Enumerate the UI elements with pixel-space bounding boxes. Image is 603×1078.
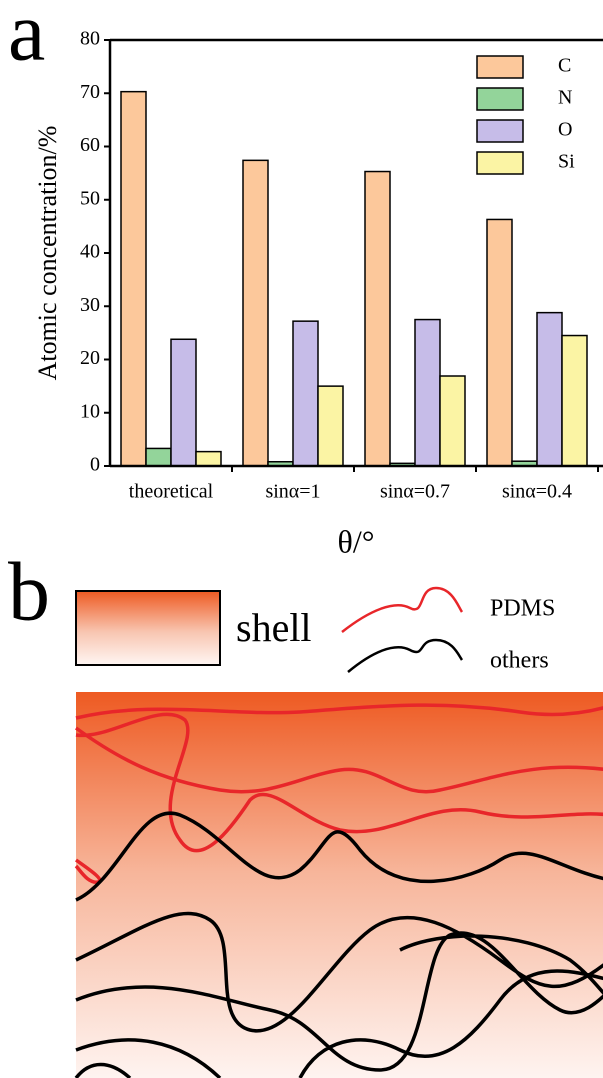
plot: 0 10 20 30 40 50 60 70 80 theoretical sinα=1 sinα=0…	[80, 28, 603, 503]
y-tick-label: 70	[80, 81, 100, 103]
pdms-chains	[74, 703, 603, 884]
legend-swatch	[476, 151, 524, 175]
bar	[486, 218, 513, 467]
diagram: shell PDMS others	[74, 586, 603, 1078]
chains	[74, 703, 603, 1078]
bar	[170, 338, 197, 467]
y-tick-label: 60	[80, 134, 100, 156]
legend-label: N	[558, 87, 572, 109]
legend-label: O	[558, 119, 572, 141]
bar	[242, 159, 269, 467]
y-axis-label: Atomic concentration/%	[33, 126, 62, 381]
x-axis-label: θ/°	[337, 523, 374, 559]
legend-swatch	[476, 119, 524, 143]
y-tick-label: 0	[90, 454, 100, 476]
x-tick-label: sinα=0.7	[380, 481, 450, 503]
x-tick-label: theoretical	[129, 481, 214, 503]
panel-label: b	[8, 545, 50, 638]
bar	[195, 450, 222, 467]
y-tick-label: 20	[80, 347, 100, 369]
pdms-legend-line	[341, 586, 464, 633]
y-tick-label: 10	[80, 400, 100, 422]
bar	[120, 90, 147, 467]
y-tick-label: 40	[80, 241, 100, 263]
x-tick-label: sinα=0.4	[502, 481, 572, 503]
shell-swatch	[75, 590, 221, 666]
bar	[561, 334, 588, 467]
bar	[292, 320, 319, 467]
bar	[536, 311, 563, 467]
legend-label: PDMS	[490, 596, 555, 622]
shell-label: shell	[236, 605, 312, 650]
legend-swatch	[476, 87, 524, 111]
bar	[414, 318, 441, 467]
legend-swatch	[476, 55, 524, 79]
y-tick-label: 80	[80, 28, 100, 50]
bar	[364, 170, 391, 467]
legend-label: C	[558, 55, 571, 77]
panel-label: a	[8, 0, 45, 78]
y-tick-label: 30	[80, 294, 100, 316]
others-legend-line	[347, 638, 464, 673]
y-tick-label: 50	[80, 187, 100, 209]
bar	[317, 385, 344, 467]
shell-region	[76, 692, 603, 1078]
bar	[439, 375, 466, 467]
other-chains	[74, 811, 603, 1078]
bar	[145, 447, 172, 467]
x-tick-label: sinα=1	[265, 481, 320, 503]
legend-label: Si	[558, 151, 575, 173]
legend-label: others	[490, 648, 549, 674]
